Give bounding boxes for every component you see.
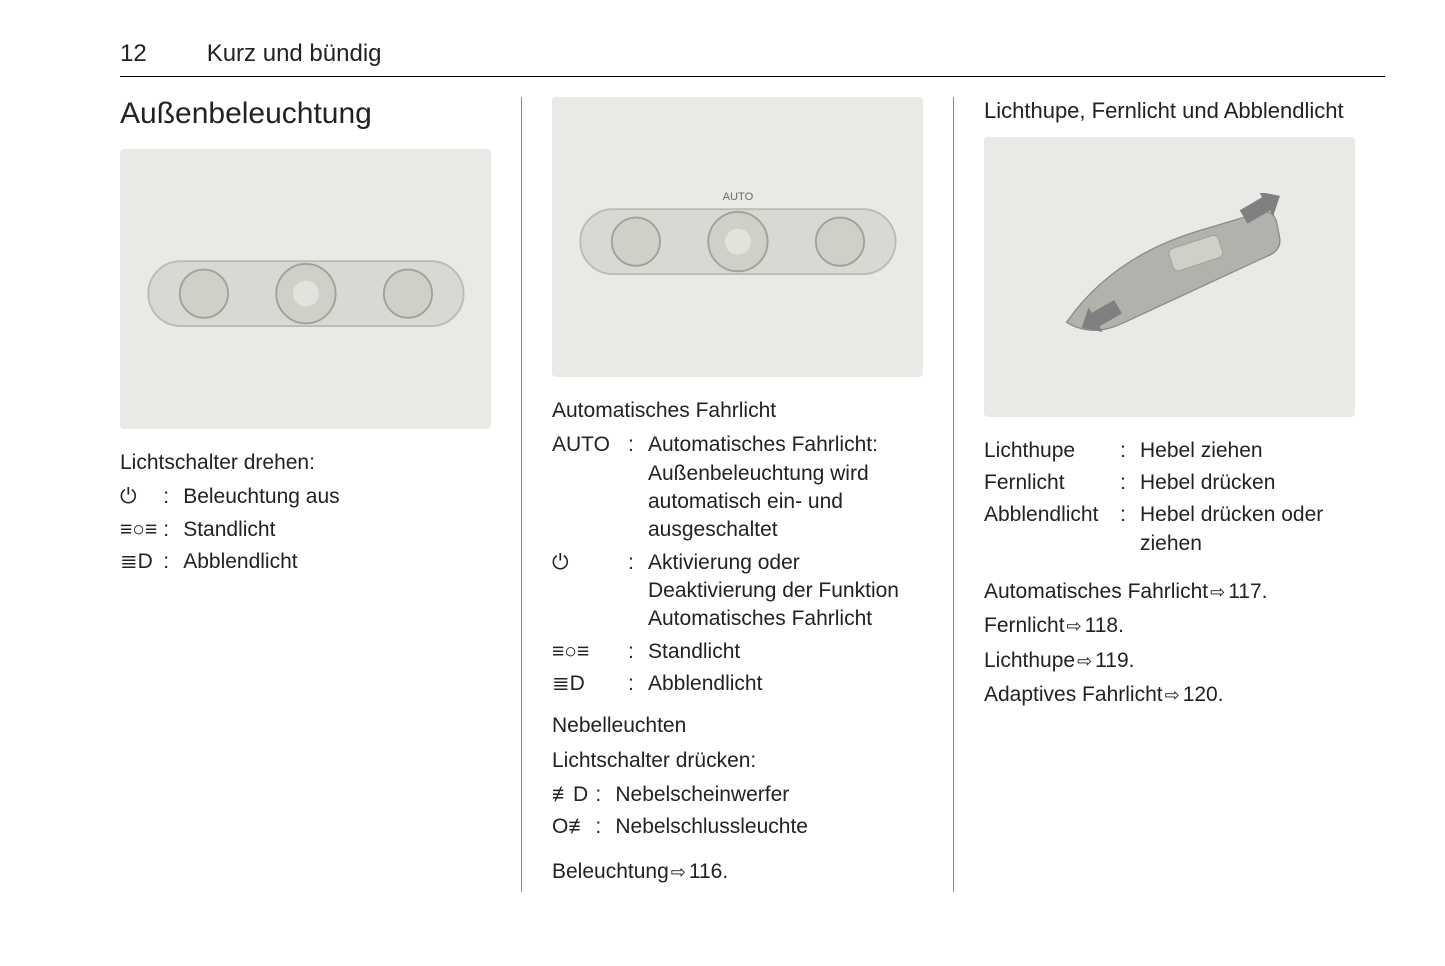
term-label: Fernlicht	[984, 469, 1114, 497]
definition-text: Abblendlicht	[648, 670, 923, 698]
reference-arrow-icon	[1075, 649, 1095, 672]
ref-label: Fernlicht	[984, 614, 1065, 637]
column-1: Außenbeleuchtung Lichtschalter drehen: ⏻…	[120, 97, 521, 892]
definition-text: Aktivierung oder Deaktivierung der Funkt…	[648, 549, 923, 634]
definition-text: Hebel drücken	[1140, 469, 1355, 497]
subsection-title: Automatisches Fahrlicht	[552, 397, 923, 425]
colon: :	[595, 813, 609, 841]
subsection-title: Nebelleuchten	[552, 712, 923, 740]
column-3: Lichthupe, Fernlicht und Abblendlicht Li…	[953, 97, 1385, 892]
colon: :	[163, 483, 177, 511]
definition-text: Hebel ziehen	[1140, 437, 1355, 465]
definition-list: ⏻:Beleuchtung aus ≡○≡:Standlicht ≣D:Abbl…	[120, 483, 491, 576]
term-label: Lichthupe	[984, 437, 1114, 465]
term-label: Abblendlicht	[984, 501, 1114, 558]
definition-text: Nebelscheinwerfer	[615, 781, 923, 809]
page-header: 12 Kurz und bündig	[120, 40, 1385, 77]
ref-page: 118.	[1085, 614, 1124, 637]
svg-text:AUTO: AUTO	[722, 191, 753, 203]
section-heading: Außenbeleuchtung	[120, 97, 491, 131]
cross-reference: Beleuchtung 116.	[552, 858, 923, 886]
definition-list: Lichthupe:Hebel ziehen Fernlicht:Hebel d…	[984, 437, 1355, 558]
light-switch-auto-illustration: AUTO	[571, 153, 905, 321]
stalk-lever-illustration	[1003, 193, 1337, 361]
colon: :	[628, 670, 642, 698]
symbol-parklight-icon: ≡○≡	[120, 516, 157, 544]
reference-arrow-icon	[1065, 614, 1085, 637]
section-heading: Lichthupe, Fernlicht und Abblendlicht	[984, 97, 1355, 125]
colon: :	[628, 549, 642, 634]
reference-arrow-icon	[1208, 580, 1228, 603]
chapter-title: Kurz und bündig	[207, 40, 382, 68]
symbol-lowbeam-icon: ≣D	[120, 548, 157, 576]
cross-reference: Lichthupe 119.	[984, 647, 1355, 675]
definition-text: Automatisches Fahrlicht: Außenbeleuchtun…	[648, 431, 923, 544]
colon: :	[1120, 501, 1134, 558]
symbol-lowbeam-icon: ≣D	[552, 670, 622, 698]
list-intro: Lichtschalter drücken:	[552, 747, 923, 775]
colon: :	[163, 548, 177, 576]
figure-light-switch	[120, 149, 491, 429]
definition-text: Hebel drücken oder ziehen	[1140, 501, 1355, 558]
colon: :	[1120, 437, 1134, 465]
symbol-power-icon: ⏻	[120, 483, 157, 511]
cross-reference: Fernlicht 118.	[984, 612, 1355, 640]
reference-arrow-icon	[669, 860, 689, 883]
definition-text: Standlicht	[648, 638, 923, 666]
ref-label: Beleuchtung	[552, 860, 669, 883]
figure-light-switch-auto: AUTO	[552, 97, 923, 377]
symbol-auto: AUTO	[552, 431, 622, 544]
definition-list: ≢D:Nebelscheinwerfer O≢:Nebelschlussleuc…	[552, 781, 923, 842]
figure-stalk-lever	[984, 137, 1355, 417]
colon: :	[163, 516, 177, 544]
light-switch-illustration	[139, 205, 473, 373]
definition-list: AUTO:Automatisches Fahrlicht: Außenbeleu…	[552, 431, 923, 698]
colon: :	[595, 781, 609, 809]
ref-label: Adaptives Fahrlicht	[984, 683, 1163, 706]
definition-text: Beleuchtung aus	[183, 483, 491, 511]
ref-page: 119.	[1095, 649, 1134, 672]
column-2: AUTO Automatisches Fahrlicht AUTO:Automa…	[521, 97, 953, 892]
definition-text: Standlicht	[183, 516, 491, 544]
symbol-foglight-rear-icon: O≢	[552, 813, 589, 841]
colon: :	[1120, 469, 1134, 497]
ref-page: 120.	[1183, 683, 1224, 706]
ref-label: Lichthupe	[984, 649, 1075, 672]
ref-label: Automatisches Fahrlicht	[984, 580, 1208, 603]
reference-arrow-icon	[1163, 683, 1183, 706]
cross-reference: Automatisches Fahrlicht 117.	[984, 578, 1355, 606]
cross-reference: Adaptives Fahrlicht 120.	[984, 681, 1355, 709]
symbol-foglight-front-icon: ≢D	[552, 781, 589, 809]
content-columns: Außenbeleuchtung Lichtschalter drehen: ⏻…	[120, 97, 1385, 892]
symbol-power-icon: ⏻	[552, 549, 622, 634]
definition-text: Nebelschlussleuchte	[615, 813, 923, 841]
colon: :	[628, 638, 642, 666]
ref-page: 117.	[1228, 580, 1267, 603]
ref-page: 116.	[689, 860, 728, 883]
page-number: 12	[120, 40, 147, 68]
colon: :	[628, 431, 642, 544]
symbol-parklight-icon: ≡○≡	[552, 638, 622, 666]
definition-text: Abblendlicht	[183, 548, 491, 576]
list-intro: Lichtschalter drehen:	[120, 449, 491, 477]
